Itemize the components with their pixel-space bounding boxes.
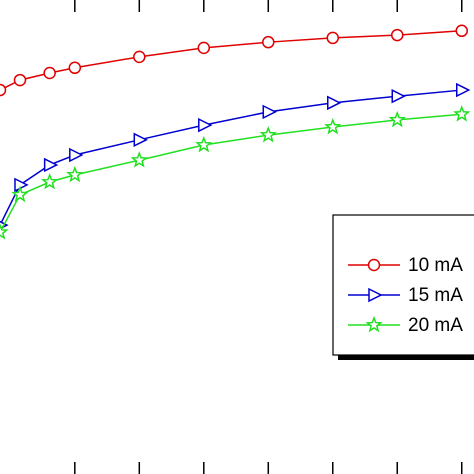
marker	[388, 110, 406, 128]
legend-marker	[367, 258, 381, 272]
marker	[133, 50, 146, 64]
series-line	[0, 30, 462, 91]
marker	[13, 73, 27, 87]
marker	[43, 66, 56, 80]
legend-label: 10 mA	[408, 255, 463, 276]
marker	[11, 185, 29, 203]
legend-label: 15 mA	[408, 285, 463, 306]
legend-marker	[368, 287, 383, 303]
marker	[198, 117, 213, 133]
legend-label: 20 mA	[408, 315, 463, 336]
marker	[0, 83, 7, 97]
marker	[130, 151, 148, 168]
marker	[327, 95, 342, 111]
marker	[195, 135, 213, 153]
marker	[133, 132, 148, 148]
legend-box	[332, 214, 474, 356]
marker	[326, 31, 340, 45]
marker	[262, 104, 277, 120]
marker	[68, 61, 82, 75]
marker	[66, 165, 84, 183]
marker	[455, 24, 468, 38]
marker	[0, 223, 9, 240]
marker	[453, 105, 471, 122]
marker	[41, 172, 59, 190]
marker	[391, 28, 404, 42]
marker	[197, 41, 211, 55]
marker	[259, 126, 277, 143]
marker	[43, 157, 59, 173]
marker	[14, 177, 29, 193]
series-line	[0, 89, 462, 226]
legend-marker	[365, 315, 383, 333]
marker	[262, 35, 275, 49]
series-line	[0, 113, 462, 233]
marker	[324, 117, 342, 135]
marker	[455, 82, 471, 98]
marker	[391, 89, 406, 104]
marker	[69, 147, 84, 163]
